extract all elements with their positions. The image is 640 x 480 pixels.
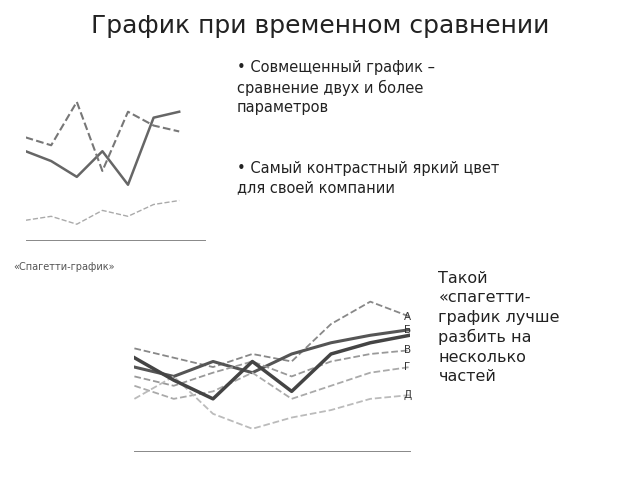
Text: Д: Д <box>404 390 412 400</box>
Text: В: В <box>404 345 411 355</box>
Text: А: А <box>404 312 411 322</box>
Text: Б: Б <box>404 324 411 335</box>
Text: График при временном сравнении: График при временном сравнении <box>91 14 549 38</box>
Text: Такой
«спагетти-
график лучше
разбить на
несколько
частей: Такой «спагетти- график лучше разбить на… <box>438 271 560 384</box>
Text: Г: Г <box>404 362 410 372</box>
Text: «Спагетти-график»: «Спагетти-график» <box>13 262 115 272</box>
Text: • Самый контрастный яркий цвет
для своей компании: • Самый контрастный яркий цвет для своей… <box>237 161 499 195</box>
Text: • Совмещенный график –
сравнение двух и более
параметров: • Совмещенный график – сравнение двух и … <box>237 60 435 115</box>
